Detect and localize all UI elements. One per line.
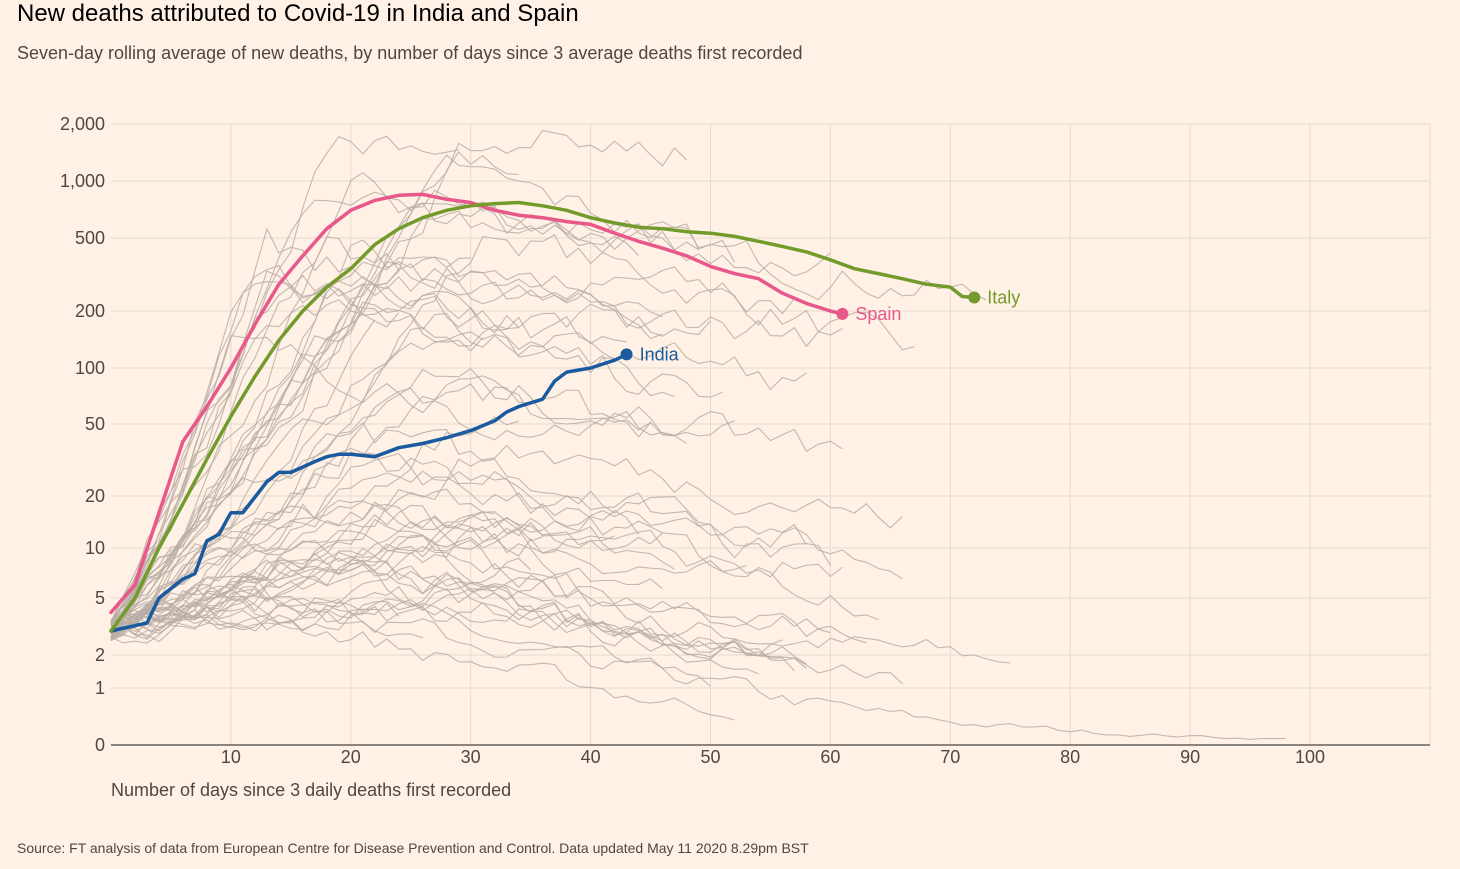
y-tick-label: 20 [85,486,105,506]
series-endpoint-spain [836,307,849,320]
background-country-line [110,270,843,624]
background-country-line [110,586,795,672]
x-tick-label: 10 [221,747,241,767]
y-tick-label: 0 [95,735,105,755]
background-country-line [110,598,400,639]
x-axis-title: Number of days since 3 daily deaths firs… [111,780,511,800]
background-country-line [110,368,687,633]
background-country-line [110,447,807,627]
background-country-line [110,606,711,687]
y-tick-label: 5 [95,588,105,608]
x-tick-label: 90 [1180,747,1200,767]
background-country-line [110,577,903,685]
y-tick-label: 2,000 [60,114,105,134]
background-country-line [110,511,495,641]
series-label-india: India [640,344,680,364]
y-tick-label: 1 [95,678,105,698]
series-label-italy: Italy [987,287,1020,307]
series-line-italy [109,200,977,633]
background-country-line [110,528,747,635]
background-country-line [110,500,663,630]
background-country-lines [110,129,1287,740]
grid-lines [111,123,1431,745]
background-country-line [110,383,843,623]
y-tick-label: 50 [85,414,105,434]
background-country-line [110,236,663,641]
x-tick-label: 50 [700,747,720,767]
chart-subtitle: Seven-day rolling average of new deaths,… [17,43,803,63]
axes: 0 1 2 5 10 20 50 100 200 500 1,000 2,000 10 20 30 40 50 6… [60,114,1430,767]
y-tick-label: 100 [75,358,105,378]
x-tick-label: 80 [1060,747,1080,767]
background-country-line [110,557,532,641]
x-tick-label: 70 [940,747,960,767]
background-country-line [110,523,843,629]
background-country-line [110,210,699,633]
background-country-line [110,387,735,639]
background-country-line [110,552,759,675]
y-tick-label: 1,000 [60,171,105,191]
x-tick-label: 20 [341,747,361,767]
x-tick-label: 100 [1295,747,1325,767]
background-country-line [110,172,987,623]
background-country-line [110,227,520,622]
x-tick-label: 30 [461,747,481,767]
series-line-india [109,352,629,633]
background-country-line [110,488,640,641]
background-country-line [110,530,567,634]
series-endpoint-india [620,348,633,361]
chart-title: New deaths attributed to Covid-19 in Ind… [17,0,579,27]
highlighted-series: India Spain Italy [109,192,1020,633]
background-country-line [110,515,675,630]
background-country-line [110,534,831,638]
background-country-line [110,265,484,639]
background-country-line [110,444,903,623]
background-country-line [110,416,519,626]
y-tick-label: 200 [75,301,105,321]
source-note: Source: FT analysis of data from Europea… [17,840,809,856]
background-country-line [110,534,807,665]
background-country-line [110,281,807,626]
x-tick-label: 40 [581,747,601,767]
background-country-line [110,234,915,641]
background-country-line [110,598,1011,664]
y-tick-label: 10 [85,538,105,558]
background-country-line [110,239,795,622]
series-endpoint-italy [968,291,981,304]
series-line-spain [109,192,845,615]
y-tick-label: 2 [95,645,105,665]
background-country-line [110,268,400,624]
background-country-line [110,261,663,635]
series-label-spain: Spain [855,304,901,324]
background-country-line [110,470,879,626]
y-tick-label: 500 [75,228,105,248]
x-tick-label: 60 [820,747,840,767]
background-country-line [110,453,831,624]
background-country-line [110,586,1287,740]
background-country-line [110,595,735,721]
background-country-line [110,504,543,625]
background-country-line [110,285,627,622]
